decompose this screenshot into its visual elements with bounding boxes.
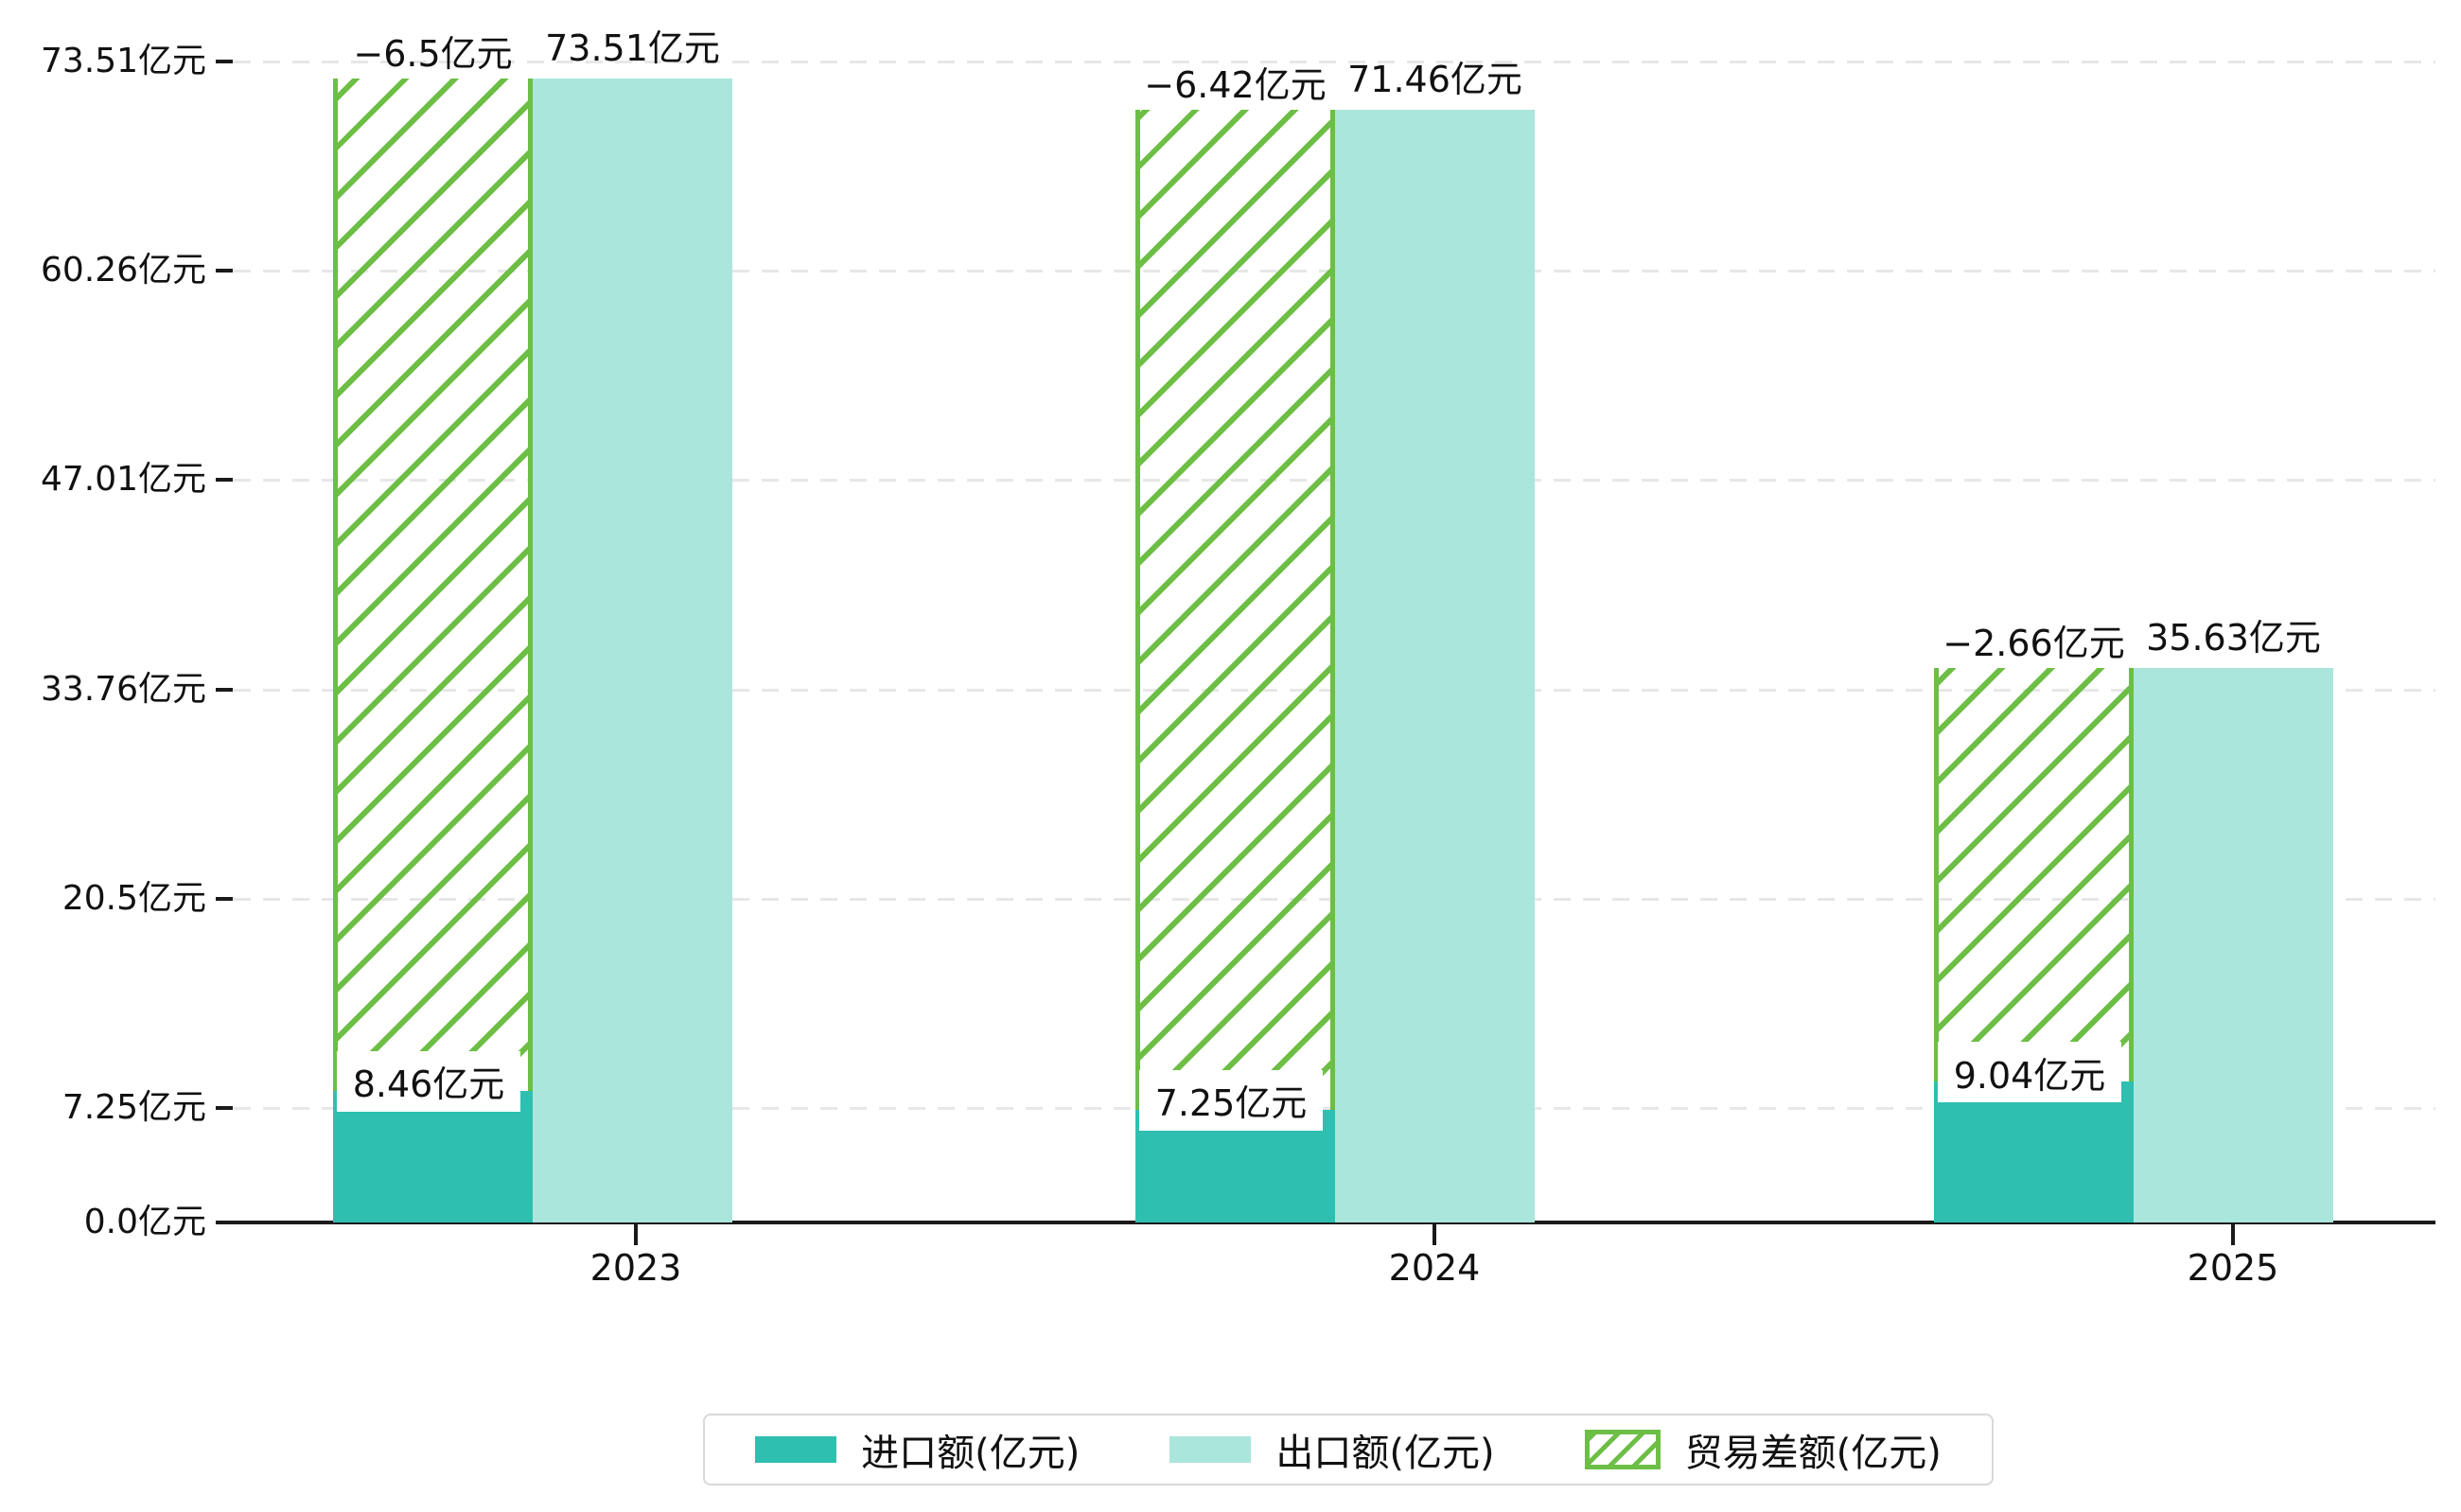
export-label: 71.46亿元 [1347, 59, 1522, 101]
import-label-box: 7.25亿元 [1139, 1069, 1323, 1131]
x-axis-label: 2024 [1388, 1247, 1481, 1289]
bar-trade-balance-hatch[interactable] [333, 78, 533, 1091]
y-tick-mark [216, 1221, 233, 1224]
bar-import[interactable] [1934, 1081, 2134, 1222]
bar-export[interactable] [533, 78, 732, 1222]
y-axis-tick-label: 60.26亿元 [40, 251, 206, 290]
legend-swatch-import [755, 1436, 837, 1463]
trade-balance-label: −6.5亿元 [353, 32, 513, 75]
trade-balance-label: −2.66亿元 [1942, 622, 2125, 664]
y-tick-mark [216, 269, 233, 273]
legend-item-label: 出口额(亿元) [1275, 1432, 1495, 1475]
y-axis-tick-label: 47.01亿元 [40, 460, 206, 500]
y-tick-mark [216, 60, 233, 64]
y-tick-mark [216, 687, 233, 692]
x-axis-line [222, 1221, 2435, 1224]
y-tick-mark [216, 896, 233, 901]
import-label: 9.04亿元 [1953, 1054, 2106, 1097]
export-label: 35.63亿元 [2146, 616, 2321, 659]
y-gridline [234, 61, 2435, 64]
bar-trade-balance-hatch[interactable] [1135, 110, 1335, 1110]
y-axis-tick-label: 73.51亿元 [40, 42, 206, 81]
x-tick-mark [634, 1224, 638, 1245]
legend-item-import[interactable]: 进口额(亿元) [755, 1422, 1080, 1477]
export-label: 73.51亿元 [545, 26, 720, 69]
trade-balance-label: −6.42亿元 [1144, 64, 1327, 107]
legend-item-label: 进口额(亿元) [861, 1432, 1081, 1475]
legend-item-export[interactable]: 出口额(亿元) [1169, 1422, 1495, 1477]
y-axis-tick-label: 0.0亿元 [83, 1203, 206, 1241]
legend-box: 进口额(亿元) 出口额(亿元) 贸易差额(亿元) [703, 1414, 1994, 1486]
legend-item-label: 贸易差额(亿元) [1684, 1432, 1942, 1475]
bar-trade-balance-hatch[interactable] [1934, 667, 2134, 1082]
bar-import[interactable] [333, 1090, 533, 1222]
legend-swatch-trade-balance [1584, 1430, 1661, 1469]
bar-export[interactable] [2134, 667, 2333, 1222]
import-label: 7.25亿元 [1154, 1082, 1308, 1125]
x-tick-mark [1433, 1224, 1436, 1245]
y-axis-tick-label: 7.25亿元 [62, 1087, 206, 1127]
x-axis-label: 2023 [589, 1247, 682, 1289]
legend-swatch-export [1169, 1436, 1252, 1463]
y-axis-tick-label: 20.5亿元 [62, 878, 206, 918]
x-axis-label: 2025 [2187, 1247, 2279, 1289]
import-label-box: 9.04亿元 [1938, 1042, 2121, 1103]
x-tick-mark [2231, 1224, 2235, 1245]
y-tick-mark [216, 478, 233, 483]
import-label-box: 8.46亿元 [337, 1050, 520, 1112]
bar-export[interactable] [1335, 110, 1535, 1222]
import-label: 8.46亿元 [352, 1064, 505, 1106]
y-tick-mark [216, 1105, 233, 1110]
y-axis-tick-label: 33.76亿元 [40, 669, 206, 709]
legend-item-trade-balance[interactable]: 贸易差额(亿元) [1584, 1422, 1942, 1477]
